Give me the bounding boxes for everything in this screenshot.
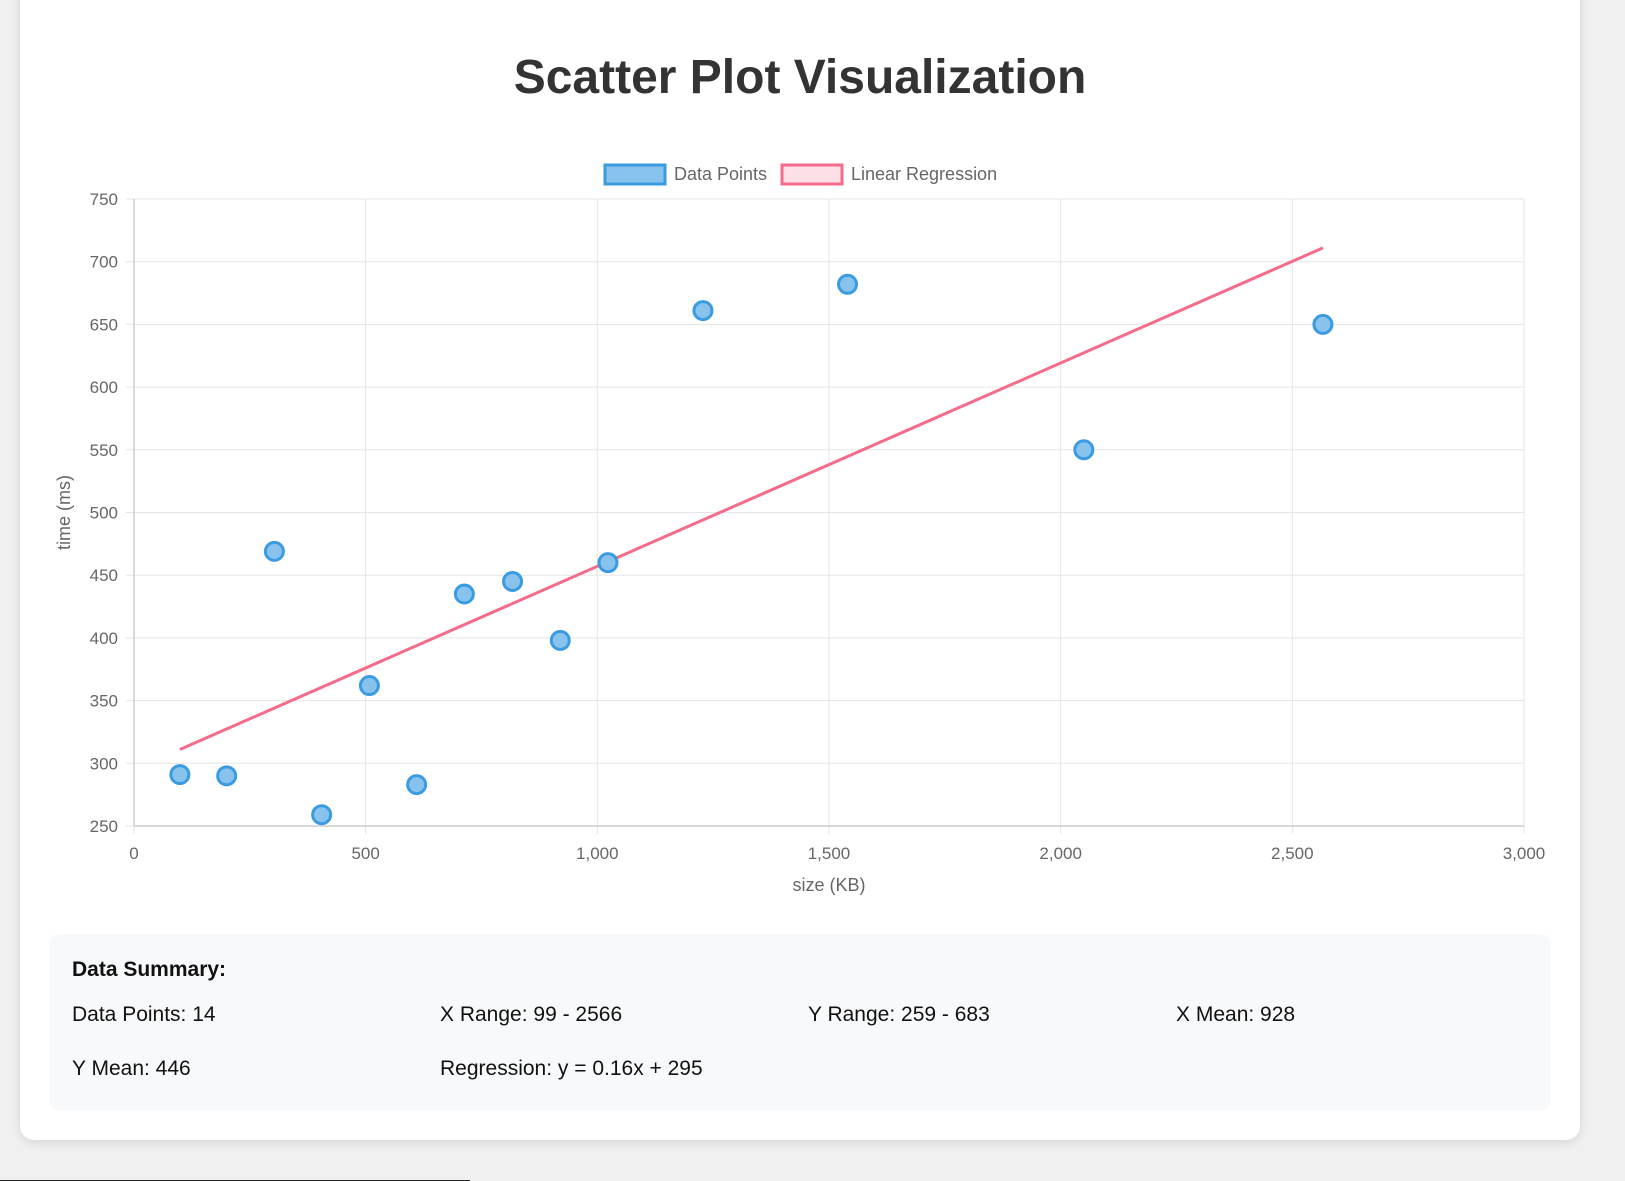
summary-grid: Data Points: 14 X Range: 99 - 2566 Y Ran… xyxy=(72,1003,1542,1081)
regression-line xyxy=(179,246,1324,751)
summary-x-range: X Range: 99 - 2566 xyxy=(440,1003,623,1026)
data-point[interactable] xyxy=(1073,439,1095,461)
data-point[interactable] xyxy=(216,765,238,787)
summary-y-range: Y Range: 259 - 683 xyxy=(808,1003,990,1026)
regression-layer xyxy=(179,246,1324,751)
data-point[interactable] xyxy=(453,583,475,605)
data-point[interactable] xyxy=(692,300,714,322)
y-tick-label: 700 xyxy=(90,253,118,272)
y-tick-label: 550 xyxy=(90,441,118,460)
data-summary-panel: Data Summary: Data Points: 14 X Range: 9… xyxy=(50,934,1550,1110)
y-tick-label: 250 xyxy=(90,817,118,836)
data-point[interactable] xyxy=(549,629,571,651)
legend-item-data-points[interactable]: Data Points xyxy=(603,163,767,186)
legend[interactable]: Data Points Linear Regression xyxy=(603,163,997,186)
data-point[interactable] xyxy=(406,774,428,796)
summary-y-mean: Y Mean: 446 xyxy=(72,1057,191,1080)
y-axis-title: time (ms) xyxy=(54,475,74,550)
data-point[interactable] xyxy=(311,804,333,826)
x-tick-label: 0 xyxy=(129,844,138,863)
legend-label: Data Points xyxy=(674,164,767,184)
y-tick-label: 650 xyxy=(90,315,118,334)
summary-x-mean: X Mean: 928 xyxy=(1176,1003,1296,1026)
scatter-chart: 0 500 1,000 1,500 2,000 2,500 3,000 250 300 350 40… xyxy=(54,163,1545,895)
summary-data-points: Data Points: 14 xyxy=(72,1003,216,1026)
y-tick-label: 300 xyxy=(90,754,118,773)
legend-swatch xyxy=(780,163,844,186)
y-tick-label: 500 xyxy=(90,504,118,523)
legend-swatch xyxy=(603,163,667,186)
data-point[interactable] xyxy=(597,552,619,574)
data-point[interactable] xyxy=(358,675,380,697)
summary-heading: Data Summary: xyxy=(72,958,227,981)
x-tick-label: 2,500 xyxy=(1271,844,1314,863)
y-tick-label: 750 xyxy=(90,190,118,209)
axes: 0 500 1,000 1,500 2,000 2,500 3,000 250 300 350 40… xyxy=(54,190,1545,895)
grid xyxy=(126,198,1525,834)
data-point[interactable] xyxy=(169,764,191,786)
page-title: Scatter Plot Visualization xyxy=(513,51,1087,104)
data-point[interactable] xyxy=(1312,313,1334,335)
y-tick-label: 450 xyxy=(90,566,118,585)
x-tick-label: 1,500 xyxy=(808,844,851,863)
legend-label: Linear Regression xyxy=(851,164,997,184)
x-tick-label: 3,000 xyxy=(1503,844,1546,863)
y-tick-label: 600 xyxy=(90,378,118,397)
legend-item-linear-regression[interactable]: Linear Regression xyxy=(780,163,997,186)
y-tick-label: 350 xyxy=(90,692,118,711)
summary-regression: Regression: y = 0.16x + 295 xyxy=(440,1057,703,1080)
data-point[interactable] xyxy=(263,540,285,562)
points-layer xyxy=(169,273,1334,826)
data-point[interactable] xyxy=(502,570,524,592)
x-tick-label: 500 xyxy=(351,844,379,863)
x-tick-label: 2,000 xyxy=(1039,844,1082,863)
x-axis-title: size (KB) xyxy=(792,875,865,895)
y-tick-label: 400 xyxy=(90,629,118,648)
x-tick-label: 1,000 xyxy=(576,844,619,863)
data-point[interactable] xyxy=(837,273,859,295)
